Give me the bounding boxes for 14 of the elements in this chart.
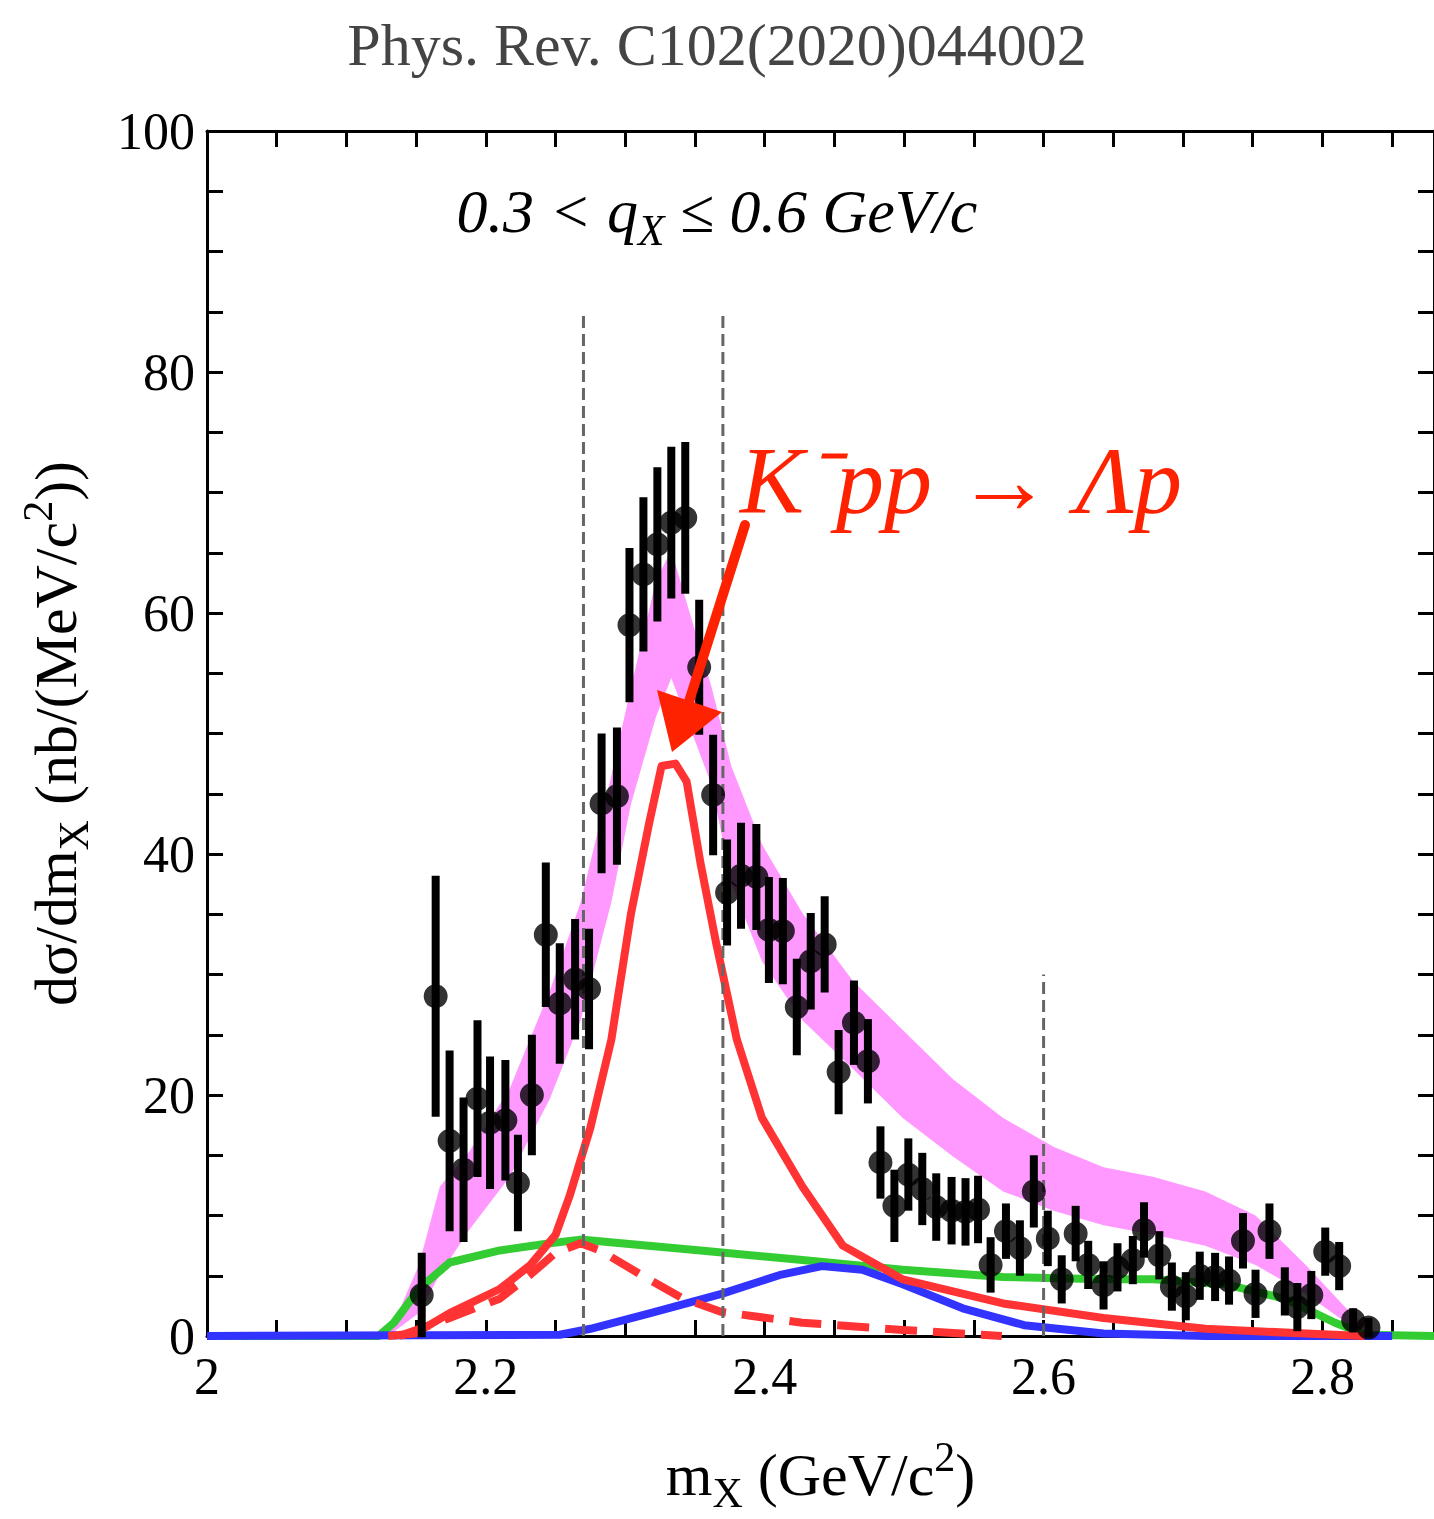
y-tick-label: 40 xyxy=(143,825,195,883)
y-tick-label: 100 xyxy=(117,102,195,160)
annotation: K⁻pp → Λp xyxy=(738,426,1183,534)
y-tick-label: 0 xyxy=(169,1307,195,1365)
y-tick-label: 20 xyxy=(143,1066,195,1124)
x-tick-label: 2.2 xyxy=(453,1347,519,1405)
chart-title: Phys. Rev. C102(2020)044002 xyxy=(347,12,1087,78)
y-tick-label: 60 xyxy=(143,584,195,642)
y-tick-label: 80 xyxy=(143,343,195,401)
x-tick-label: 2.4 xyxy=(732,1347,798,1405)
y-axis-title: dσ/dmX (nb/(MeV/c2)) xyxy=(15,460,97,1007)
x-tick-label: 2.6 xyxy=(1011,1347,1077,1405)
x-tick-label: 2 xyxy=(194,1347,220,1405)
x-tick-label: 2.8 xyxy=(1289,1347,1355,1405)
